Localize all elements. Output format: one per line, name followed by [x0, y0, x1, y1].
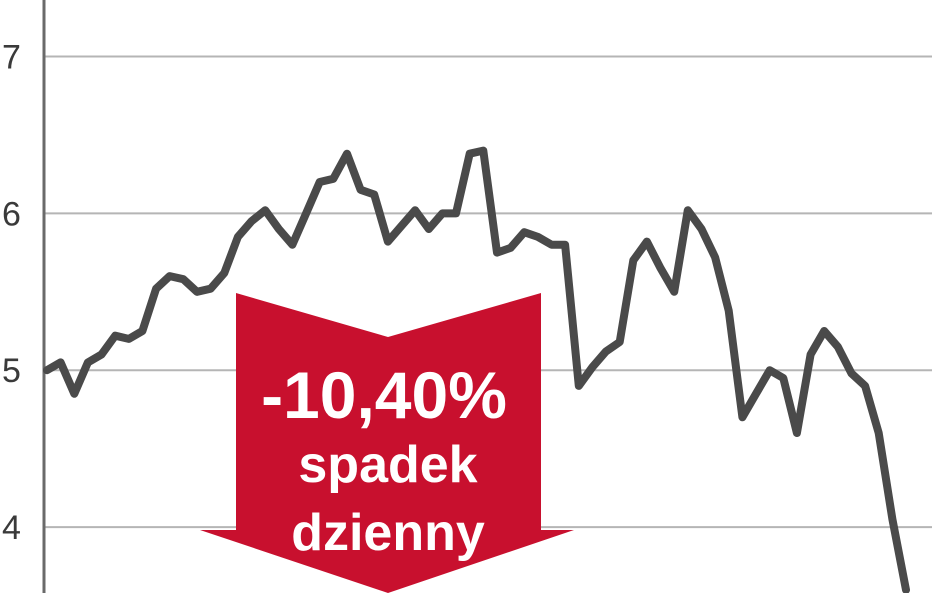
callout-label-line1: spadek	[298, 436, 477, 494]
y-tick-label: 6	[2, 195, 21, 233]
y-tick-label: 4	[2, 509, 21, 547]
y-tick-label: 7	[2, 38, 21, 76]
y-tick-labels: 4 5 6 7	[2, 38, 21, 547]
callout-percentage: -10,40%	[261, 358, 507, 432]
price-series-line	[43, 146, 910, 593]
down-arrow-icon	[200, 293, 574, 593]
y-tick-label: 5	[2, 352, 21, 390]
callout-label-line2: dzienny	[291, 504, 485, 562]
drop-callout: -10,40% spadek dzienny	[200, 293, 574, 593]
